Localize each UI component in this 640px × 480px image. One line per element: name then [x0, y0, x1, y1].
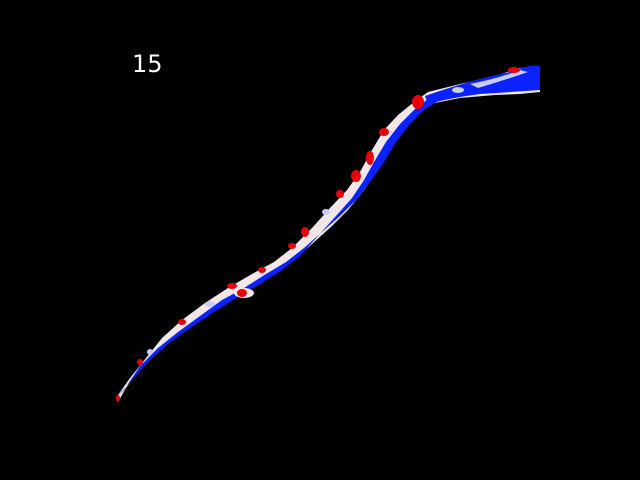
- speckle: [205, 301, 215, 307]
- positive-pocket: [379, 128, 389, 136]
- positive-pocket: [301, 227, 309, 237]
- positive-pocket: [137, 359, 143, 365]
- positive-pocket: [258, 267, 266, 273]
- speckle: [322, 209, 330, 215]
- strand-negative-band: [118, 68, 540, 396]
- positive-pocket: [178, 319, 186, 325]
- strand-base: [116, 66, 540, 402]
- positive-pocket: [288, 243, 296, 249]
- positive-pocket: [366, 151, 374, 165]
- frame-number-label: 15: [132, 50, 163, 78]
- strand-tail-highlight: [470, 70, 528, 88]
- positive-pocket: [116, 395, 120, 401]
- speckle: [147, 349, 153, 355]
- positive-pocket: [227, 283, 237, 289]
- speckle: [452, 87, 464, 93]
- positive-pocket: [508, 67, 520, 73]
- positive-pocket: [412, 95, 424, 109]
- positive-pocket: [351, 170, 361, 182]
- detached-blob-core: [237, 289, 247, 297]
- positive-pocket: [336, 190, 344, 198]
